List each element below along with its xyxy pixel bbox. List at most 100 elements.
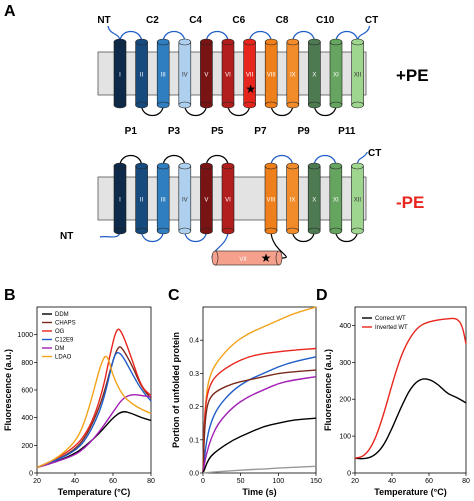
top-peri-label-p5: P5 <box>211 126 224 137</box>
chart-b-legend-label: OG <box>55 329 65 335</box>
top-helix-5: V <box>200 38 213 109</box>
bottom-helix-7-top-cap <box>264 162 278 170</box>
chart-b-ytick-label: 400 <box>21 415 33 422</box>
chart-c-series-5 <box>202 376 317 474</box>
chart-c-series-4 <box>202 369 317 474</box>
chart-d-series-1 <box>354 378 467 460</box>
top-cyto-label-c2: C2 <box>146 15 159 26</box>
top-helix-5-label: V <box>204 73 208 79</box>
bottom-helix-9: X <box>307 162 321 235</box>
panel-c-letter: C <box>168 287 180 304</box>
top-helix-9-top-cap <box>286 38 300 46</box>
top-helix-2-label: II <box>140 73 144 79</box>
bottom-helix-1-top-cap <box>113 162 127 170</box>
chart-b-xtick-label: 80 <box>147 478 155 485</box>
bottom-helix-11: XII <box>351 162 364 235</box>
chart-c-xlabel: Time (s) <box>242 487 276 497</box>
chart-c-series-7 <box>202 465 317 474</box>
top-helix-2-top-cap <box>135 38 148 46</box>
top-helix-1: I <box>113 38 127 109</box>
top-helix-6-label: VI <box>225 73 231 79</box>
bottom-helix-7: VIII <box>264 162 278 235</box>
bottom-ct-label: CT <box>368 148 381 159</box>
chart-c: 0 50 100 150 0.0 0.1 0.2 0.3 0.4 Time (s) Portion … <box>171 306 322 497</box>
top-helix-11-bottom-cap <box>329 101 343 109</box>
chart-b-xtick-label: 20 <box>33 478 41 485</box>
bottom-helix-5-label: V <box>204 198 208 204</box>
top-helix-3-top-cap <box>156 38 170 46</box>
bottom-helix-6: VI <box>221 162 235 235</box>
top-peri-label-p1: P1 <box>125 126 138 137</box>
chart-d-legend-label: Inverted WT <box>375 325 408 331</box>
top-cyto-label-ct: CT <box>365 15 378 26</box>
bottom-helix-5-bottom-cap <box>200 227 213 235</box>
top-helix-8: VIII <box>264 38 278 109</box>
chart-d-xtick-label: 40 <box>388 478 396 485</box>
chart-b-xtick-label: 40 <box>71 478 79 485</box>
panel-b-letter: B <box>4 287 16 304</box>
top-helix-8-bottom-cap <box>264 101 278 109</box>
chart-b-legend-label: CHAPS <box>55 321 76 327</box>
top-helix-1-label: I <box>119 73 121 79</box>
top-helix-3-label: III <box>161 73 166 79</box>
top-star-icon: ★ <box>245 82 256 96</box>
chart-d-xtick-label: 60 <box>425 478 433 485</box>
bottom-helix-10: XI <box>329 162 343 235</box>
bottom-helix-4-label: IV <box>182 198 188 204</box>
bottom-helix-2: II <box>135 162 148 235</box>
top-cyto-label-nt: NT <box>97 15 110 26</box>
top-helix-1-bottom-cap <box>113 101 127 109</box>
chart-b-legend-label: C12E9 <box>55 338 74 344</box>
chart-b-ytick-label: 600 <box>21 388 33 395</box>
chart-b-ytick-label: 200 <box>21 443 33 450</box>
bottom-helix-4-bottom-cap <box>178 227 192 235</box>
top-helix-12-top-cap <box>351 38 364 46</box>
bottom-loop-vii-viii <box>270 230 287 259</box>
bottom-helix-8-bottom-cap <box>286 227 299 235</box>
topology-plus-pe: I II III IV V VI VII VIII IX X XI XII★ NT C2 C4 C6 C8 C1… <box>97 15 428 137</box>
top-peri-label-p9: P9 <box>297 126 310 137</box>
top-helix-10: X <box>308 38 321 109</box>
top-peri-label-p7: P7 <box>254 126 267 137</box>
chart-b-legend-label: DDM <box>55 312 69 318</box>
bottom-helix-3-bottom-cap <box>156 227 170 235</box>
chart-d-ytick-label: 100 <box>339 434 351 441</box>
top-helix-7-label: VII <box>246 73 254 79</box>
top-helix-3-bottom-cap <box>156 101 170 109</box>
top-helix-9: IX <box>286 38 300 109</box>
chart-c-ytick-label: 0.3 <box>189 371 199 378</box>
chart-d-ytick-label: 400 <box>339 323 351 330</box>
bottom-helix-11-label: XII <box>354 198 362 204</box>
chart-c-ytick-label: 0.2 <box>189 404 199 411</box>
top-helix-10-label: X <box>312 73 316 79</box>
top-helix-10-bottom-cap <box>308 101 321 109</box>
bottom-star-icon: ★ <box>261 251 272 265</box>
top-helix-7-top-cap <box>243 38 256 46</box>
top-helix-12-bottom-cap <box>351 101 364 109</box>
top-helix-12: XII <box>351 38 364 109</box>
chart-b-ytick-label: 0 <box>29 471 33 478</box>
chart-c-series-6 <box>202 417 317 474</box>
top-helix-11: XI <box>329 38 343 109</box>
chart-c-xtick-label: 150 <box>310 478 322 485</box>
top-helix-4: IV <box>178 38 192 109</box>
top-helix-5-bottom-cap <box>200 101 213 109</box>
top-cyto-label-c6: C6 <box>232 15 245 26</box>
top-helix-6: VI <box>221 38 235 109</box>
top-helix-7-bottom-cap <box>243 101 256 109</box>
chart-d-ytick-label: 300 <box>339 360 351 367</box>
bottom-helix-1-bottom-cap <box>113 227 127 235</box>
chart-b-xlabel: Temperature (°C) <box>58 487 130 497</box>
chart-b-xtick-label: 60 <box>109 478 117 485</box>
bottom-helix-5: V <box>200 162 213 235</box>
chart-c-xtick-label: 0 <box>201 478 205 485</box>
top-cyto-label-c10: C10 <box>316 15 335 26</box>
top-helix-4-label: IV <box>182 73 188 79</box>
bottom-helix-9-top-cap <box>307 162 321 170</box>
flipped-helix-right-cap <box>275 250 283 266</box>
chart-d-frame <box>354 306 467 474</box>
